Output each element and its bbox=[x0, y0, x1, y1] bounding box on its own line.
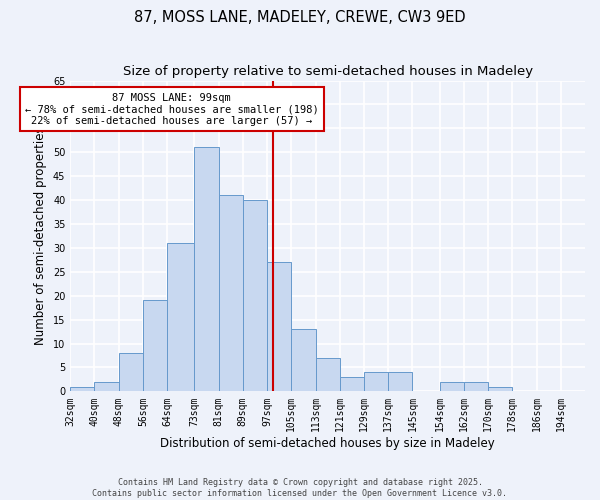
Bar bbox=[340, 377, 364, 392]
Bar bbox=[167, 243, 194, 392]
Y-axis label: Number of semi-detached properties: Number of semi-detached properties bbox=[34, 126, 47, 346]
Bar bbox=[119, 353, 143, 392]
Bar bbox=[488, 386, 512, 392]
Bar bbox=[94, 382, 119, 392]
Bar bbox=[194, 148, 218, 392]
Bar bbox=[143, 300, 167, 392]
Bar bbox=[218, 196, 243, 392]
Title: Size of property relative to semi-detached houses in Madeley: Size of property relative to semi-detach… bbox=[122, 65, 533, 78]
Bar bbox=[464, 382, 488, 392]
Bar bbox=[291, 329, 316, 392]
Text: Contains HM Land Registry data © Crown copyright and database right 2025.
Contai: Contains HM Land Registry data © Crown c… bbox=[92, 478, 508, 498]
Bar bbox=[388, 372, 412, 392]
Bar bbox=[364, 372, 388, 392]
X-axis label: Distribution of semi-detached houses by size in Madeley: Distribution of semi-detached houses by … bbox=[160, 437, 495, 450]
Bar bbox=[440, 382, 464, 392]
Bar bbox=[316, 358, 340, 392]
Text: 87 MOSS LANE: 99sqm
← 78% of semi-detached houses are smaller (198)
22% of semi-: 87 MOSS LANE: 99sqm ← 78% of semi-detach… bbox=[25, 92, 319, 126]
Bar bbox=[70, 386, 94, 392]
Bar bbox=[267, 262, 291, 392]
Text: 87, MOSS LANE, MADELEY, CREWE, CW3 9ED: 87, MOSS LANE, MADELEY, CREWE, CW3 9ED bbox=[134, 10, 466, 25]
Bar bbox=[243, 200, 267, 392]
